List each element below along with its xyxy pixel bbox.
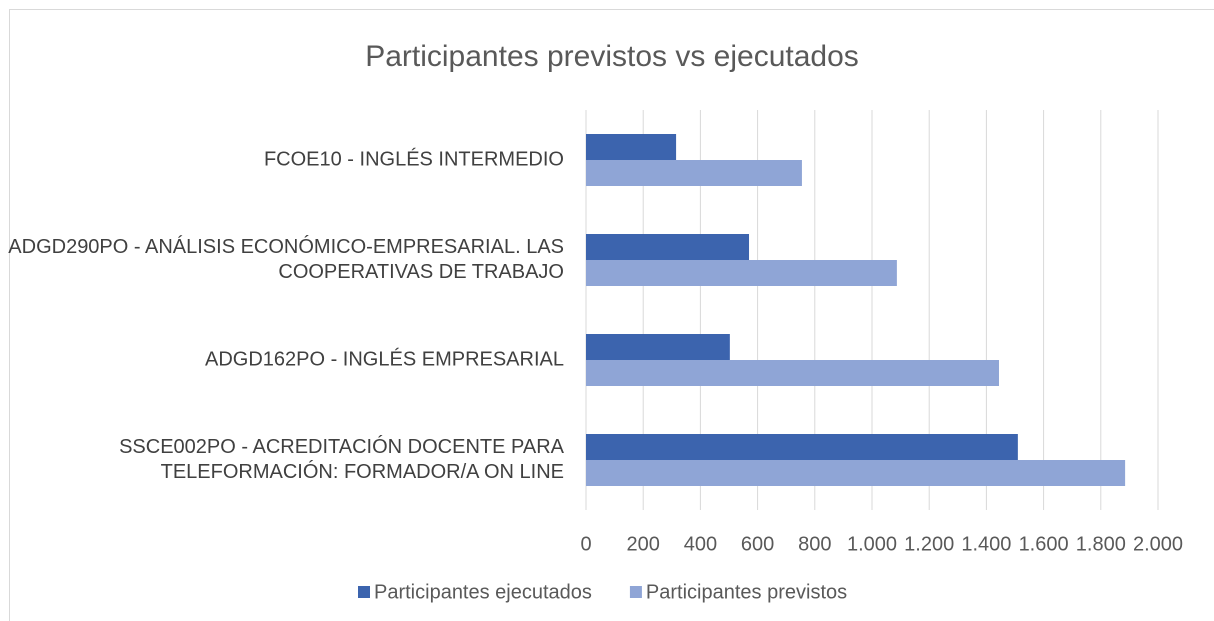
bar	[586, 160, 802, 186]
bar	[586, 334, 730, 360]
x-tick-label: 800	[798, 533, 831, 555]
legend-label: Participantes ejecutados	[374, 581, 592, 603]
x-tick-label: 1.400	[961, 533, 1011, 555]
bar	[586, 134, 677, 160]
y-tick-label: ADGD290PO - ANÁLISIS ECONÓMICO-EMPRESARI…	[8, 236, 564, 283]
x-tick-label: 2.000	[1133, 533, 1183, 555]
x-tick-label: 1.600	[1019, 533, 1069, 555]
x-tick-label: 1.800	[1076, 533, 1126, 555]
y-tick-label: SSCE002PO - ACREDITACIÓN DOCENTE PARA TE…	[119, 436, 564, 483]
bar	[586, 460, 1126, 486]
chart-border	[9, 9, 1214, 621]
bar	[586, 234, 750, 260]
y-tick-label: ADGD162PO - INGLÉS EMPRESARIAL	[204, 348, 564, 371]
bar	[586, 360, 999, 386]
legend-swatch	[629, 586, 642, 598]
y-tick-label: FCOE10 - INGLÉS INTERMEDIO	[263, 148, 564, 171]
x-tick-label: 1.200	[904, 533, 954, 555]
chart-title: Participantes previstos vs ejecutados	[365, 40, 859, 73]
legend-swatch	[358, 586, 370, 598]
x-tick-label: 0	[580, 533, 591, 555]
bar	[586, 434, 1018, 460]
x-tick-label: 400	[684, 533, 717, 555]
legend-label: Participantes previstos	[646, 581, 847, 603]
x-tick-label: 1.000	[847, 533, 897, 555]
x-tick-label: 200	[627, 533, 660, 555]
bar	[586, 260, 897, 286]
x-tick-label: 600	[741, 533, 774, 555]
